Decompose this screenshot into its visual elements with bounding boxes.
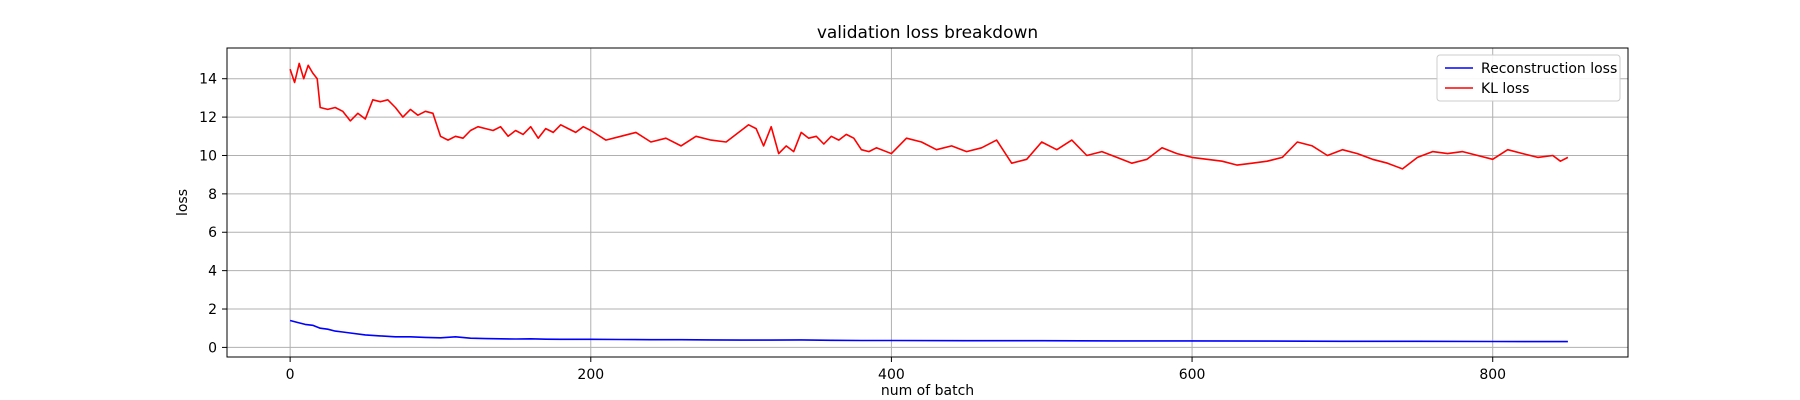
y-tick-label: 12: [199, 110, 217, 126]
y-axis-label: loss: [175, 189, 191, 216]
y-tick-label: 8: [208, 187, 217, 203]
legend: Reconstruction loss KL loss: [1436, 54, 1621, 102]
grid-lines: [227, 48, 1628, 357]
series-line-kl-loss: [289, 62, 1569, 170]
chart-title: validation loss breakdown: [817, 23, 1038, 43]
series-line-reconstruction-loss: [289, 319, 1568, 343]
x-tick-label: 400: [878, 367, 905, 383]
plot-area-frame: [226, 47, 1629, 358]
x-axis-label: num of batch: [881, 383, 974, 399]
y-tick-label: 6: [208, 225, 217, 241]
x-tick-label: 800: [1479, 367, 1506, 383]
legend-label: Reconstruction loss: [1481, 61, 1617, 77]
y-tick-label: 0: [208, 340, 217, 356]
legend-box: [1436, 54, 1621, 102]
x-tick-label: 200: [577, 367, 604, 383]
legend-label: KL loss: [1481, 81, 1529, 97]
series-lines: [289, 62, 1569, 343]
x-tick-label: 0: [286, 367, 295, 383]
axis-ticks: 0 200 400 600 800 0 2 4 6 8 10 12 14: [199, 72, 1506, 383]
x-tick-label: 600: [1179, 367, 1206, 383]
y-tick-label: 14: [199, 72, 217, 88]
y-tick-label: 2: [208, 302, 217, 318]
y-tick-label: 4: [208, 264, 217, 280]
y-tick-label: 10: [199, 148, 217, 164]
